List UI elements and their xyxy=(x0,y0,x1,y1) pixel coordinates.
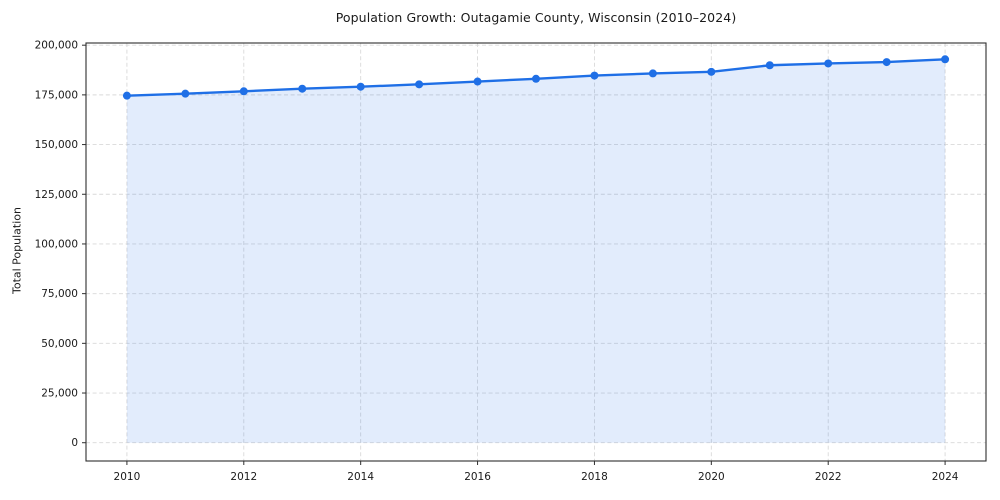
data-point xyxy=(532,74,540,83)
y-tick-label: 200,000 xyxy=(35,40,78,52)
data-point xyxy=(356,82,365,91)
data-point xyxy=(122,91,131,100)
x-tick-label: 2016 xyxy=(464,471,491,483)
chart-title: Population Growth: Outagamie County, Wis… xyxy=(335,10,737,25)
y-tick-label: 50,000 xyxy=(41,338,78,350)
x-tick-label: 2022 xyxy=(815,471,842,483)
data-point xyxy=(590,71,599,80)
data-point xyxy=(648,69,657,78)
data-point xyxy=(298,84,307,93)
data-point xyxy=(765,61,774,70)
data-point xyxy=(707,67,716,76)
y-tick-label: 175,000 xyxy=(35,89,78,101)
y-tick-label: 150,000 xyxy=(35,139,78,151)
y-tick-label: 25,000 xyxy=(41,388,78,400)
x-tick-label: 2010 xyxy=(114,471,141,483)
x-tick-label: 2018 xyxy=(581,471,608,483)
data-point xyxy=(415,80,424,89)
x-tick-label: 2024 xyxy=(932,471,959,483)
plot-border xyxy=(85,42,987,462)
y-tick-label: 100,000 xyxy=(35,238,78,250)
x-tick-label: 2012 xyxy=(230,471,257,483)
data-point xyxy=(824,59,833,68)
data-point xyxy=(882,58,891,67)
data-point xyxy=(473,77,482,86)
x-tick-label: 2020 xyxy=(698,471,725,483)
data-point xyxy=(239,87,248,96)
data-point xyxy=(941,55,950,64)
area-fill xyxy=(126,59,946,443)
x-tick-label: 2014 xyxy=(347,471,374,483)
y-tick-label: 0 xyxy=(71,437,78,449)
y-tick-label: 75,000 xyxy=(41,288,78,300)
data-point xyxy=(181,89,190,98)
y-tick-label: 125,000 xyxy=(35,189,78,201)
